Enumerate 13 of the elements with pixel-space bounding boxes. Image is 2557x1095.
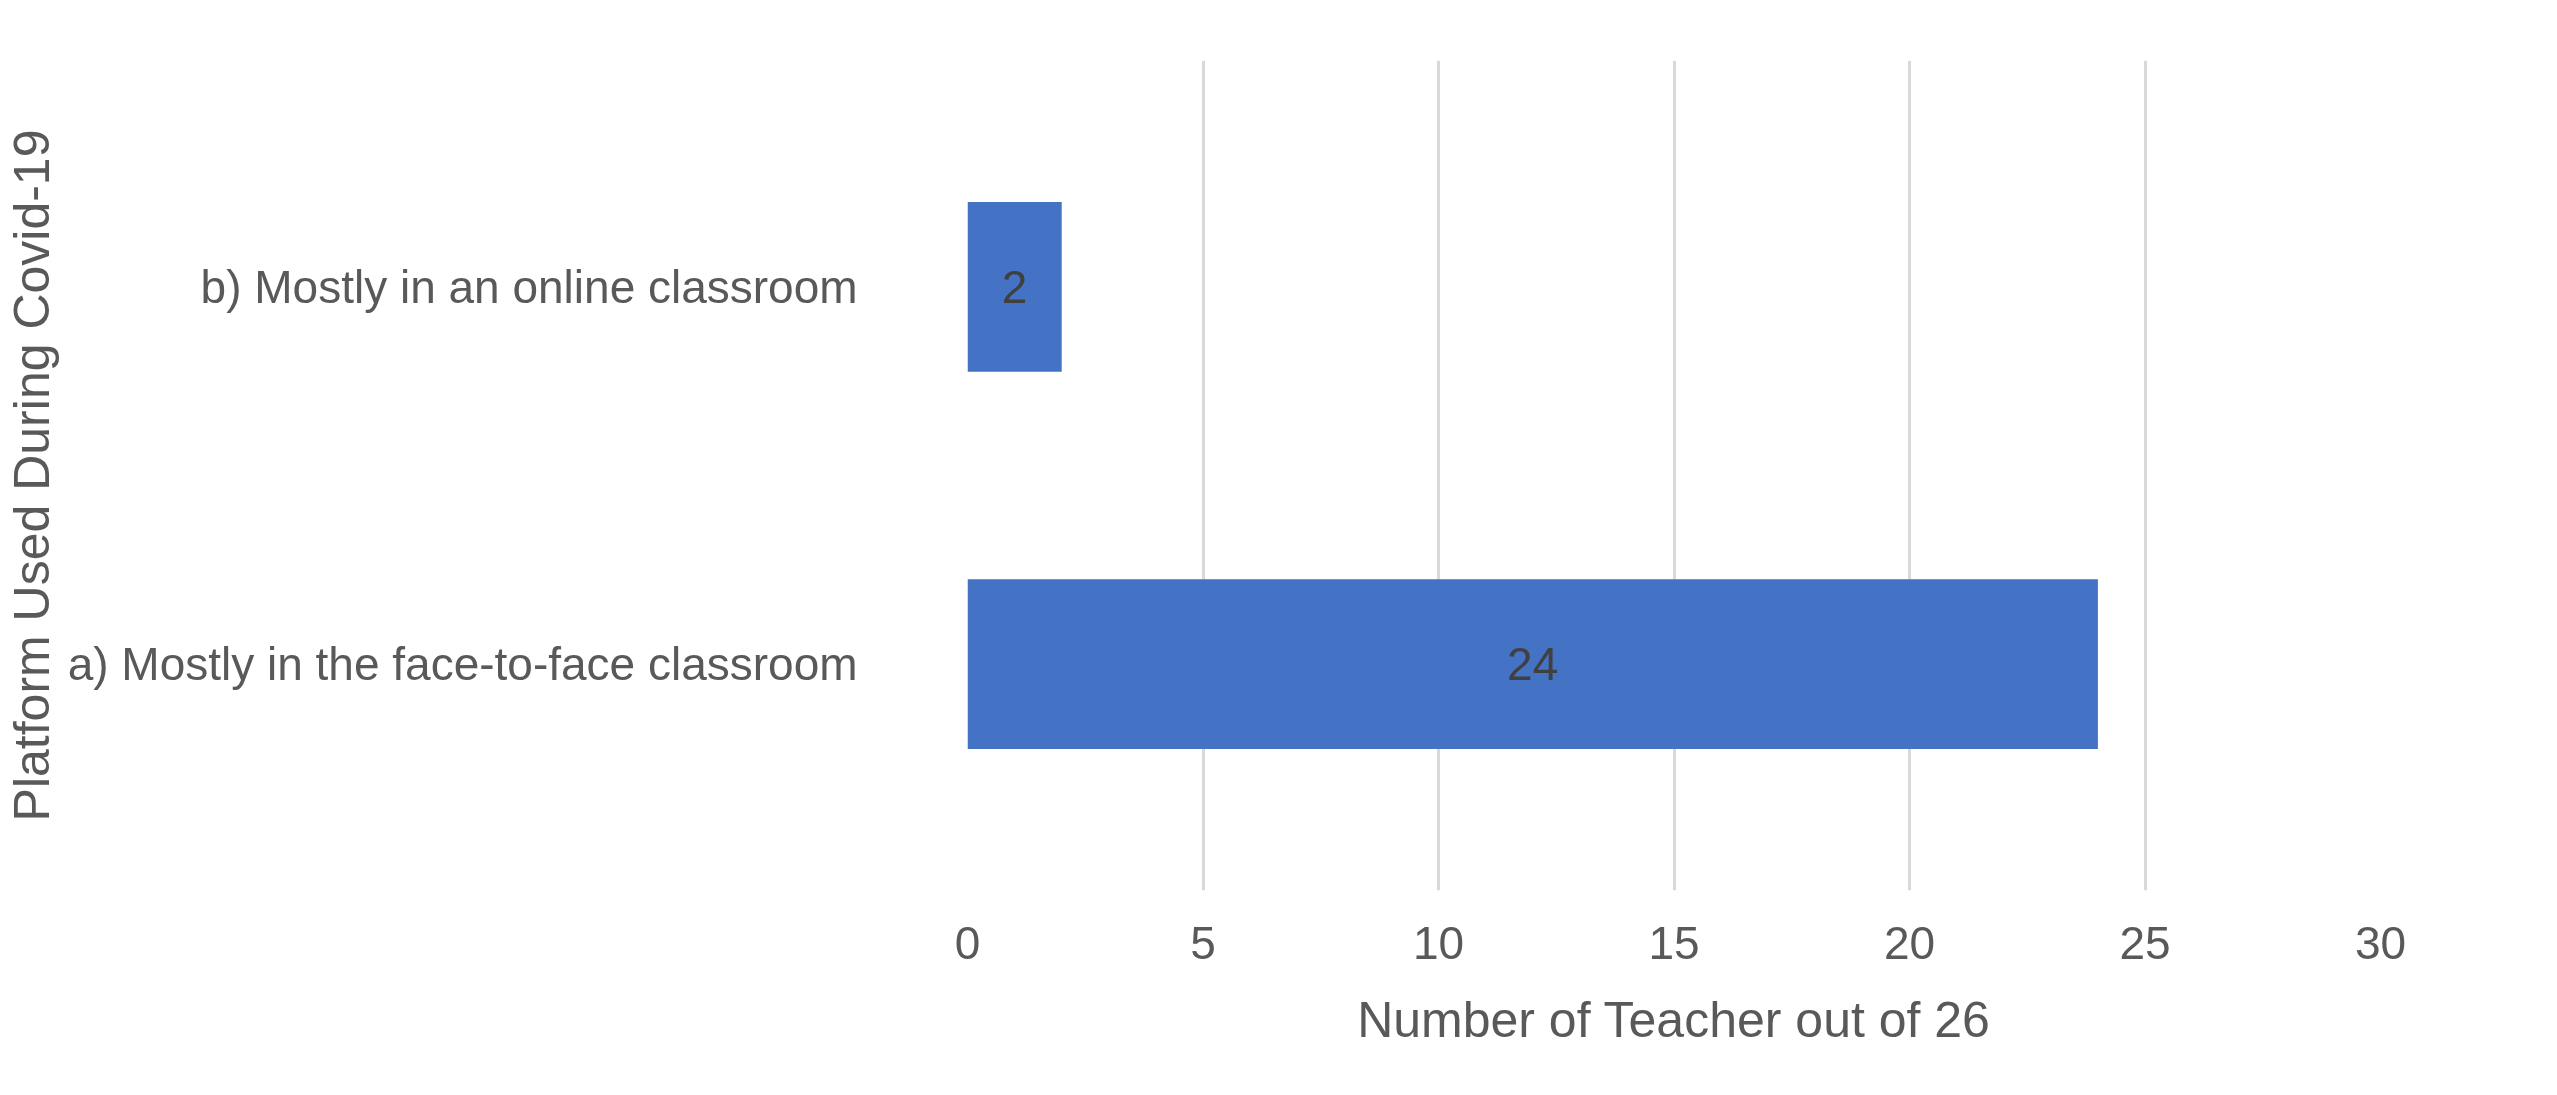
- y-axis-title: Platform Used During Covid-19: [3, 129, 60, 822]
- data-label: 24: [1507, 638, 1559, 691]
- y-tick-label: a) Mostly in the face-to-face classroom: [67, 638, 858, 691]
- x-tick-label: 30: [2354, 916, 2407, 969]
- x-tick-label: 5: [1190, 916, 1216, 969]
- data-label: 2: [1001, 260, 1028, 313]
- x-tick-label: 0: [954, 916, 981, 969]
- y-tick-label: b) Mostly in an online classroom: [200, 260, 858, 313]
- x-tick-label: 10: [1412, 916, 1465, 969]
- x-tick-label: 15: [1648, 916, 1700, 969]
- x-tick-label: 25: [2119, 916, 2171, 969]
- x-axis-title: Number of Teacher out of 26: [1357, 991, 1990, 1048]
- x-tick-label: 20: [1883, 916, 1936, 969]
